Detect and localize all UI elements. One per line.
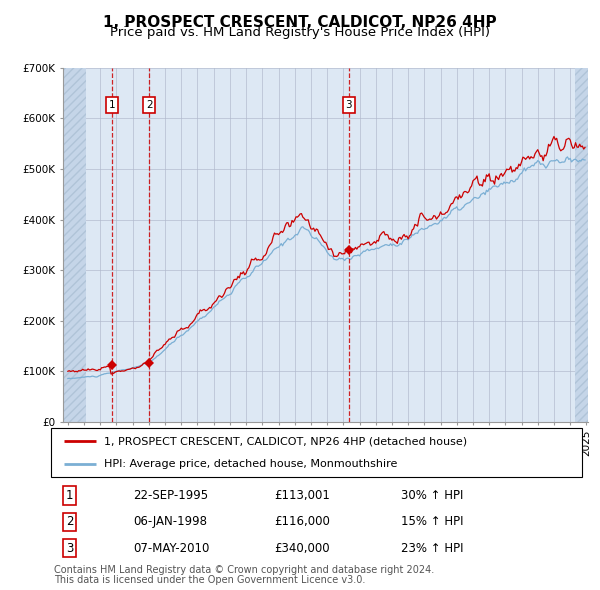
Text: £116,000: £116,000 — [274, 515, 330, 529]
Text: Price paid vs. HM Land Registry's House Price Index (HPI): Price paid vs. HM Land Registry's House … — [110, 26, 490, 39]
Text: 30% ↑ HPI: 30% ↑ HPI — [401, 489, 464, 502]
Text: 22-SEP-1995: 22-SEP-1995 — [133, 489, 208, 502]
Text: 07-MAY-2010: 07-MAY-2010 — [133, 542, 209, 555]
Text: 1, PROSPECT CRESCENT, CALDICOT, NP26 4HP (detached house): 1, PROSPECT CRESCENT, CALDICOT, NP26 4HP… — [104, 437, 467, 447]
Text: This data is licensed under the Open Government Licence v3.0.: This data is licensed under the Open Gov… — [54, 575, 365, 585]
Text: Contains HM Land Registry data © Crown copyright and database right 2024.: Contains HM Land Registry data © Crown c… — [54, 565, 434, 575]
FancyBboxPatch shape — [51, 428, 582, 477]
Bar — [60, 68, 86, 422]
Text: 1, PROSPECT CRESCENT, CALDICOT, NP26 4HP: 1, PROSPECT CRESCENT, CALDICOT, NP26 4HP — [103, 15, 497, 30]
Text: 3: 3 — [346, 100, 352, 110]
Text: 06-JAN-1998: 06-JAN-1998 — [133, 515, 208, 529]
Text: 3: 3 — [66, 542, 73, 555]
Text: 1: 1 — [109, 100, 115, 110]
Text: 23% ↑ HPI: 23% ↑ HPI — [401, 542, 464, 555]
Text: 2: 2 — [146, 100, 152, 110]
Text: HPI: Average price, detached house, Monmouthshire: HPI: Average price, detached house, Monm… — [104, 458, 397, 468]
Text: 2: 2 — [66, 515, 73, 529]
Text: £113,001: £113,001 — [274, 489, 330, 502]
Text: 15% ↑ HPI: 15% ↑ HPI — [401, 515, 464, 529]
Bar — [575, 68, 595, 422]
Text: £340,000: £340,000 — [274, 542, 329, 555]
Text: 1: 1 — [66, 489, 73, 502]
